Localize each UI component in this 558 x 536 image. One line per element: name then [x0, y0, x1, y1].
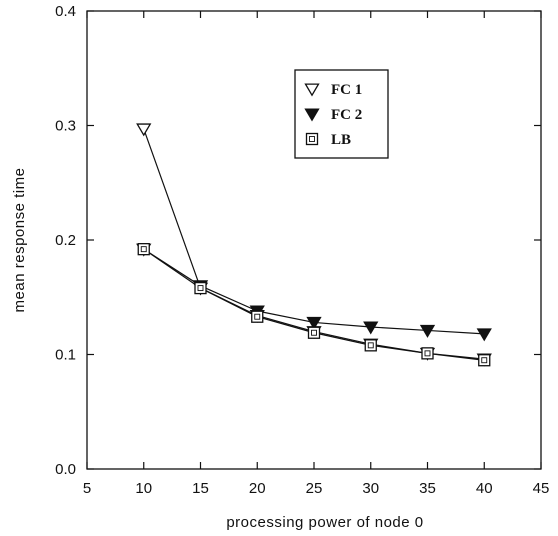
x-axis-label: processing power of node 0: [226, 514, 423, 531]
x-tick-label: 45: [533, 480, 550, 497]
legend-marker: [304, 83, 320, 97]
x-tick-label: 10: [135, 480, 152, 497]
data-point: [306, 316, 322, 330]
data-point: [421, 347, 434, 360]
square-outer: [478, 354, 491, 367]
y-tick-label: 0.0: [55, 461, 76, 478]
x-tick-label: 25: [306, 480, 323, 497]
data-point: [478, 354, 491, 367]
x-tick-label: 20: [249, 480, 266, 497]
x-tick-label: 40: [476, 480, 493, 497]
series-layer: [136, 123, 492, 367]
x-tick-label: 30: [362, 480, 379, 497]
square-outer: [194, 281, 207, 295]
axis-ticks: 5 10 15 20 25 30 35 40 45 0.0 0.1 0.2 0.3 0.4: [55, 3, 549, 497]
y-axis-label: mean response time: [11, 168, 28, 313]
data-point: [136, 123, 152, 137]
square-inner: [140, 246, 147, 253]
y-tick-label: 0.4: [55, 3, 76, 20]
y-tick-label: 0.3: [55, 118, 76, 135]
legend-marker: [305, 132, 319, 146]
square-inner: [481, 357, 488, 364]
x-tick-label: 5: [83, 480, 91, 497]
square-outer: [364, 339, 377, 352]
square-inner: [309, 136, 315, 142]
square-inner: [197, 285, 204, 292]
legend-marker: [304, 108, 320, 122]
square-outer: [421, 347, 434, 360]
legend: FC 1 FC 2 LB: [294, 69, 389, 159]
square-outer: [307, 326, 321, 339]
x-tick-label: 15: [192, 480, 209, 497]
data-point: [476, 328, 492, 342]
series-line-2: [143, 248, 485, 361]
legend-label: LB: [331, 132, 351, 148]
square-outer: [251, 310, 264, 323]
square-outer: [137, 243, 150, 256]
square-outer: [305, 132, 319, 146]
data-point: [419, 324, 436, 338]
legend-label: FC 2: [331, 107, 362, 123]
data-point: [364, 339, 377, 352]
data-point: [251, 310, 264, 323]
square-inner: [367, 342, 374, 349]
data-point: [307, 326, 321, 339]
series-markers-2: [137, 243, 491, 367]
square-inner: [424, 350, 431, 357]
x-tick-label: 35: [419, 480, 436, 497]
square-inner: [254, 313, 261, 320]
data-point: [194, 281, 207, 295]
y-tick-label: 0.1: [55, 347, 76, 364]
legend-label: FC 1: [331, 82, 362, 98]
data-point: [363, 321, 379, 335]
square-inner: [311, 329, 317, 336]
y-tick-label: 0.2: [55, 232, 76, 249]
data-point: [137, 243, 150, 256]
